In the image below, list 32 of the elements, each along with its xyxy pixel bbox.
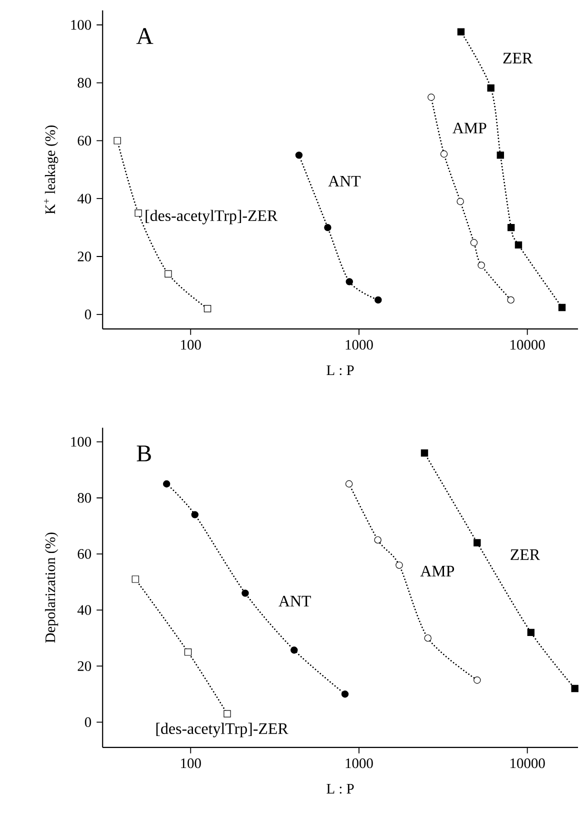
y-tick-label: 100 — [71, 20, 92, 30]
y-tick-label: 20 — [78, 252, 92, 262]
y-tick-label: 60 — [78, 549, 92, 559]
y-tick-label: 40 — [77, 605, 92, 615]
y-tick-label: 100 — [71, 436, 92, 447]
annotation: B — [136, 446, 151, 462]
series-label: [des-acetylTrp]-ZER — [146, 210, 278, 224]
x-tick-label: 100 — [181, 758, 201, 768]
series-label: ANT — [328, 176, 361, 186]
y-tick-label: 0 — [84, 717, 92, 728]
y-axis-title: Depolarization (%) — [44, 532, 58, 643]
y-tick-label: 0 — [84, 310, 92, 320]
y-axis-title: K$^{+}$ leakage (%) — [44, 125, 58, 214]
y-tick-label: 80 — [78, 78, 92, 88]
x-tick-label: 1000 — [346, 340, 373, 350]
x-tick-label: 1000 — [346, 758, 373, 768]
x-tick-label: 10000 — [510, 340, 545, 350]
x-axis-title: L : P — [326, 784, 354, 794]
y-tick-label: 80 — [78, 493, 92, 503]
x-tick-label: 100 — [181, 340, 201, 350]
series-label: ANT — [278, 596, 311, 606]
x-tick-label: 10000 — [510, 758, 545, 768]
series-label: ZER — [503, 52, 533, 64]
annotation: A — [136, 28, 154, 44]
y-tick-label: 40 — [77, 194, 92, 204]
series-label: AMP — [452, 122, 486, 134]
series-label: AMP — [420, 566, 454, 576]
y-tick-label: 20 — [78, 661, 92, 671]
y-tick-label: 60 — [78, 136, 92, 146]
series-label: [des-acetylTrp]-ZER — [156, 722, 288, 738]
x-axis-title: L : P — [326, 365, 354, 376]
series-label: ZER — [510, 549, 540, 560]
